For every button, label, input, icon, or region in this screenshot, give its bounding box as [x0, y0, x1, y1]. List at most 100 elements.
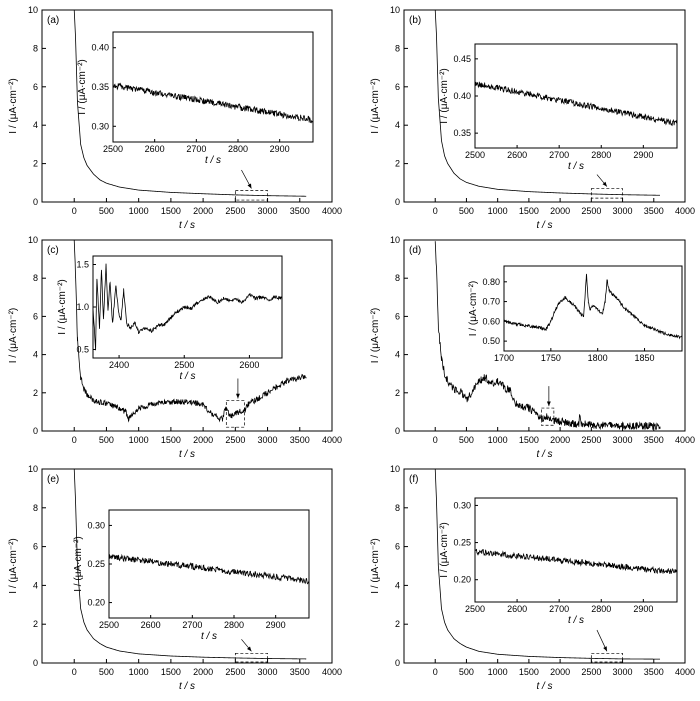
- x-axis-title: t / s: [536, 449, 552, 460]
- main-y-tick-label: 2: [33, 159, 38, 169]
- main-x-tick-label: 1000: [129, 435, 149, 445]
- main-y-tick-label: 10: [390, 464, 400, 474]
- inset-plot: 2500 2600 2700 2800 2900 0.30 0.35 0.40 t / s I /…: [77, 31, 314, 166]
- inset-plot: 2500 2600 2700 2800 2900 0.35 0.40 0.45 t / s I /…: [439, 43, 678, 172]
- inset-y-tick-label: 0.30: [87, 520, 105, 530]
- main-x-tick-label: 1500: [519, 435, 539, 445]
- x-axis-title: t / s: [179, 220, 195, 231]
- main-x-tick-label: 2000: [550, 206, 570, 216]
- panel-4: 0 500 1000 1500 2000 2500 3000 3500 4000 0 2 4 6 8 10 (…: [370, 235, 695, 460]
- inset-y-axis-title: I / (μA·cm⁻²): [73, 536, 84, 591]
- inset-series-line: [113, 82, 313, 124]
- inset-x-tick-label: 2700: [549, 604, 569, 614]
- inset-x-tick-label: 2900: [633, 604, 653, 614]
- inset-x-tick-label: 1800: [588, 353, 608, 363]
- main-x-tick-label: 1500: [161, 435, 181, 445]
- main-x-tick-label: 500: [459, 667, 474, 677]
- main-y-tick-label: 0: [395, 197, 400, 207]
- main-x-tick-label: 1500: [161, 206, 181, 216]
- main-x-tick-label: 2000: [550, 435, 570, 445]
- main-x-tick-label: 3500: [290, 206, 310, 216]
- main-y-tick-label: 8: [33, 43, 38, 53]
- panel-1: 0 500 1000 1500 2000 2500 3000 3500 4000 0 2 4 6 8 10 (…: [8, 5, 342, 231]
- inset-x-tick-label: 2900: [266, 620, 286, 630]
- main-series-line: [73, 10, 307, 197]
- main-y-tick-label: 0: [395, 426, 400, 436]
- zoom-arrowhead: [602, 181, 607, 187]
- inset-y-tick-label: 0.45: [453, 54, 471, 64]
- main-x-tick-label: 500: [459, 435, 474, 445]
- main-y-tick-label: 2: [395, 388, 400, 398]
- inset-series-line: [93, 263, 282, 351]
- main-y-tick-label: 2: [395, 159, 400, 169]
- inset-x-tick-label: 2800: [228, 144, 248, 154]
- main-x-tick-label: 0: [433, 206, 438, 216]
- main-x-tick-label: 0: [72, 435, 77, 445]
- inset-plot: 1700 1750 1800 1850 0.50 0.60 0.70 0.80I / (μA·…: [468, 265, 683, 363]
- inset-y-tick-label: 0.5: [76, 345, 89, 355]
- main-x-tick-label: 0: [433, 667, 438, 677]
- inset-y-tick-label: 0.70: [482, 297, 500, 307]
- main-y-tick-label: 8: [33, 273, 38, 283]
- main-x-tick-label: 500: [459, 206, 474, 216]
- inset-x-axis-title: t / s: [205, 155, 221, 166]
- main-x-tick-label: 2500: [581, 667, 601, 677]
- inset-y-tick-label: 0.35: [91, 82, 109, 92]
- main-x-tick-label: 2000: [550, 667, 570, 677]
- inset-x-tick-label: 2500: [465, 150, 485, 160]
- x-axis-title: t / s: [536, 681, 552, 692]
- inset-y-tick-label: 0.25: [453, 538, 471, 548]
- main-y-tick-label: 4: [395, 350, 400, 360]
- main-x-tick-label: 1500: [161, 667, 181, 677]
- main-x-tick-label: 0: [433, 435, 438, 445]
- main-y-tick-label: 2: [395, 619, 400, 629]
- main-x-tick-label: 1000: [488, 435, 508, 445]
- panel-label: (e): [47, 474, 59, 485]
- x-axis-title: t / s: [179, 449, 195, 460]
- main-x-tick-label: 3500: [290, 667, 310, 677]
- inset-x-tick-label: 2500: [174, 360, 194, 370]
- main-x-tick-label: 1000: [129, 206, 149, 216]
- main-x-tick-label: 4000: [322, 667, 342, 677]
- inset-y-tick-label: 0.20: [453, 575, 471, 585]
- main-series-line: [434, 10, 661, 196]
- inset-frame: [474, 497, 678, 603]
- y-axis-title: I / (μA·cm⁻²): [370, 78, 381, 133]
- main-y-tick-label: 10: [28, 464, 38, 474]
- main-x-tick-label: 3000: [258, 667, 278, 677]
- main-x-tick-label: 0: [72, 206, 77, 216]
- zoom-region-box: [590, 188, 623, 199]
- main-x-tick-label: 2500: [225, 667, 245, 677]
- main-x-tick-label: 4000: [322, 435, 342, 445]
- inset-y-tick-label: 0.30: [453, 500, 471, 510]
- main-y-tick-label: 4: [33, 120, 38, 130]
- main-x-tick-label: 1500: [519, 667, 539, 677]
- main-y-tick-label: 8: [395, 43, 400, 53]
- inset-plot: 2500 2600 2700 2800 2900 0.20 0.25 0.30 t / s I /…: [439, 497, 678, 626]
- x-axis-title: t / s: [179, 681, 195, 692]
- main-y-tick-label: 0: [395, 658, 400, 668]
- main-y-tick-label: 10: [390, 5, 400, 15]
- main-y-tick-label: 8: [395, 273, 400, 283]
- inset-frame: [474, 43, 678, 149]
- main-y-tick-label: 10: [28, 5, 38, 15]
- zoom-region-box: [225, 400, 245, 428]
- main-series-line: [434, 469, 661, 660]
- inset-plot: 2500 2600 2700 2800 2900 0.20 0.25 0.30 t / s I /…: [73, 509, 310, 642]
- main-x-tick-label: 3500: [644, 435, 664, 445]
- zoom-region-box: [234, 190, 268, 201]
- inset-x-tick-label: 2600: [507, 604, 527, 614]
- zoom-region-box: [541, 407, 555, 426]
- inset-y-tick-label: 1.5: [76, 260, 89, 270]
- y-axis-title: I / (μA·cm⁻²): [8, 78, 19, 133]
- panel-label: (d): [409, 245, 421, 256]
- inset-frame: [503, 265, 683, 352]
- inset-x-tick-label: 2500: [465, 604, 485, 614]
- main-x-tick-label: 4000: [675, 206, 695, 216]
- panel-2: 0 500 1000 1500 2000 2500 3000 3500 4000 0 2 4 6 8 10 (…: [370, 5, 695, 231]
- main-y-tick-label: 6: [395, 542, 400, 552]
- y-axis-title: I / (μA·cm⁻²): [370, 538, 381, 593]
- main-y-tick-label: 6: [33, 311, 38, 321]
- panel-label: (b): [409, 15, 421, 26]
- main-x-tick-label: 1500: [519, 206, 539, 216]
